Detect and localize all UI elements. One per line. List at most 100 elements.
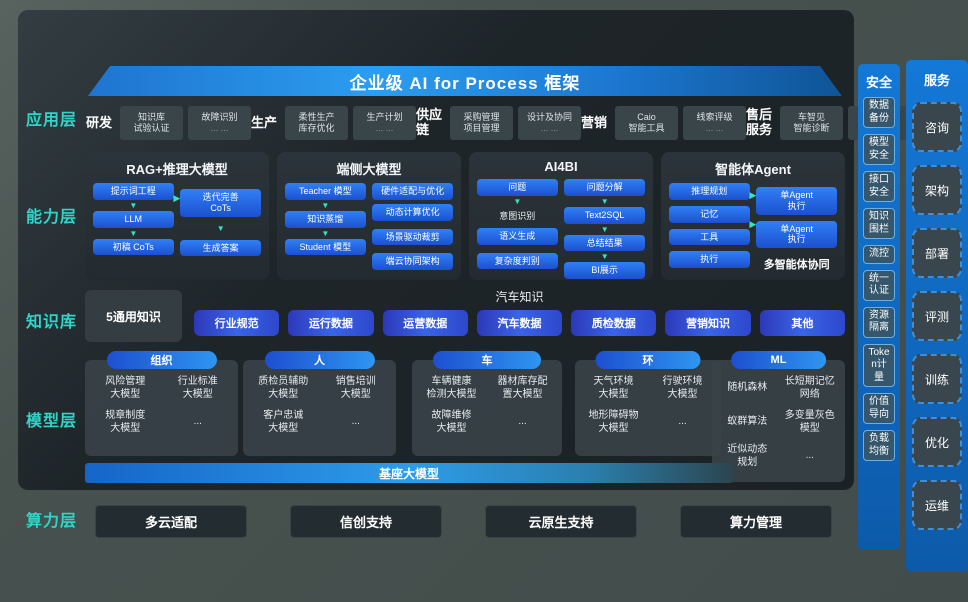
model-item: 器材库存配 置大模型 (497, 376, 548, 400)
app-group-label: 营销 (581, 114, 608, 130)
layer-label-knowledge: 知识库 (26, 314, 78, 331)
knowledge-pill: 行业规范 (194, 310, 280, 336)
model-item: 随机森林 (727, 382, 768, 394)
flow-step: Text2SQL (564, 206, 645, 224)
foundation-model-bar: 基座大模型 (85, 463, 733, 483)
security-sidebar-title: 安全 (865, 75, 892, 90)
flow-step: 单Agent 执行 (756, 220, 837, 249)
flow-step: 推理规划 (669, 183, 750, 200)
model-item: 近似动态 规划 (727, 444, 768, 468)
framework-title-banner: 企业级 AI for Process 框架 (88, 66, 842, 96)
app-group-supply-chain: 供应链 采购管理 项目管理 设计及协同 ... ... (416, 106, 581, 140)
arrow-right-icon: ▶ (749, 190, 757, 201)
flow-step: 初稿 CoTs (93, 238, 174, 256)
arrow-down-icon: ▼ (321, 228, 330, 238)
model-group-ml: ML 随机森林 长短期记忆 网络 蚁群算法 多变量灰色 模型 近似动态 规划 .… (712, 351, 845, 482)
capability-box-title: 端侧大模型 (336, 162, 402, 177)
app-box: 故障识别 ... ... (188, 106, 251, 140)
layer-label-application: 应用层 (26, 112, 78, 129)
flow-step-text: 意图识别 (499, 210, 536, 221)
model-item: 风险管理 大模型 (105, 376, 146, 400)
security-item: 模型安全 (863, 134, 895, 165)
knowledge-pill: 营销知识 (665, 310, 751, 336)
app-box-text: ... ... (705, 122, 724, 133)
compute-box: 云原生支持 (485, 505, 637, 538)
arrow-down-icon: ▼ (129, 228, 138, 238)
compute-box: 多云适配 (95, 505, 247, 538)
flow-step: LLM (93, 210, 174, 228)
application-layer-row: 研发 知识库 试验认证 故障识别 ... ... 生产 柔性生产 库存优化 生产… (86, 100, 911, 146)
flow-step: 执行 (669, 251, 750, 269)
app-box: 柔性生产 库存优化 (285, 106, 348, 140)
flow-step: Student 模型 (285, 238, 366, 256)
app-box-text: 设计及协同 (526, 111, 572, 122)
flow-step: BI展示 (564, 262, 645, 280)
flow-step: 端云协同架构 (372, 253, 453, 271)
security-item: 知识围栏 (863, 208, 895, 239)
model-item: 规章制度 大模型 (105, 410, 146, 434)
security-item: Token计量 (863, 343, 895, 387)
app-box-text: 故障识别 (201, 111, 238, 122)
model-group-organization: 组织 风险管理 大模型 行业标准 大模型 规章制度 大模型 ... (85, 351, 238, 456)
model-group-pill: 环 (595, 351, 701, 369)
capability-box-title: RAG+推理大模型 (126, 162, 228, 177)
flow-step: 场景驱动裁剪 (372, 228, 453, 246)
auto-knowledge-box: 汽车知识 行业规范 运行数据 运营数据 汽车数据 质检数据 营销知识 其他 (194, 288, 845, 336)
service-item: 训练 (912, 354, 962, 404)
app-box-text: 项目管理 (463, 122, 500, 133)
app-box: Caio 智能工具 (615, 106, 678, 140)
app-group-marketing: 营销 Caio 智能工具 线索评级 ... ... (581, 106, 746, 140)
knowledge-pill: 质检数据 (571, 310, 657, 336)
flow-step: 语义生成 (477, 227, 558, 245)
model-item: ... (678, 416, 687, 428)
compute-box: 信创支持 (290, 505, 442, 538)
app-box: 生产计划 ... ... (353, 106, 416, 140)
model-group-pill: 人 (264, 351, 375, 369)
auto-knowledge-title: 汽车知识 (495, 290, 544, 304)
app-box-text: 库存优化 (298, 122, 335, 133)
model-item: 销售培训 大模型 (335, 376, 376, 400)
app-box-text: ... ... (540, 122, 559, 133)
model-group-vehicle: 车 车辆健康 检测大模型 器材库存配 置大模型 故障维修 大模型 ... (412, 351, 562, 456)
app-box-text: 采购管理 (463, 111, 500, 122)
compute-layer-row: 多云适配 信创支持 云原生支持 算力管理 (95, 505, 832, 538)
app-box-text: 线索评级 (696, 111, 733, 122)
app-box-text: Caio (637, 111, 656, 122)
services-sidebar-title: 服务 (923, 73, 950, 88)
app-group-rnd: 研发 知识库 试验认证 故障识别 ... ... (86, 106, 251, 140)
flow-step: 记忆 (669, 205, 750, 223)
service-item: 评测 (912, 291, 962, 341)
arrow-right-icon: ▶ (173, 192, 181, 203)
security-item: 价值导向 (863, 393, 895, 424)
general-knowledge-box: 5通用知识 (85, 290, 182, 342)
app-group-label: 供应链 (416, 107, 443, 137)
service-item: 优化 (912, 417, 962, 467)
app-box-text: ... ... (375, 122, 394, 133)
flow-step: Teacher 模型 (285, 183, 366, 200)
model-item: 质检员辅助 大模型 (258, 376, 309, 400)
app-box-text: 车智见 (797, 111, 825, 122)
capability-box-rag: RAG+推理大模型 提示词工程 ▼ LLM ▼ 初稿 CoTs 迭代完善 CoT… (85, 152, 269, 280)
flow-step: 工具 (669, 228, 750, 246)
model-item: 天气环境 大模型 (593, 376, 634, 400)
arrow-down-icon: ▼ (216, 223, 225, 233)
capability-box-ai4bi: AI4BI 问题 ▼ 意图识别 语义生成 复杂度判别 问题分解 ▼ Text2S… (469, 152, 653, 280)
flow-step: 提示词工程 (93, 183, 174, 200)
app-group-label: 生产 (251, 114, 278, 130)
model-item: 故障维修 大模型 (431, 410, 472, 434)
app-box: 设计及协同 ... ... (518, 106, 581, 140)
capability-layer-row: RAG+推理大模型 提示词工程 ▼ LLM ▼ 初稿 CoTs 迭代完善 CoT… (85, 152, 845, 280)
knowledge-pill: 汽车数据 (476, 310, 563, 336)
security-sidebar: 安全 数据备份 模型安全 接口安全 知识围栏 流控 统一认证 资源隔离 Toke… (858, 64, 900, 550)
model-group-pill: ML (730, 351, 827, 369)
model-item: 蚁群算法 (727, 416, 768, 428)
app-box-text: 试验认证 (133, 122, 170, 133)
knowledge-pill: 运营数据 (382, 310, 468, 336)
arrow-down-icon: ▼ (600, 252, 609, 262)
app-box: 采购管理 项目管理 (450, 106, 513, 140)
flow-step: 复杂度判别 (477, 252, 558, 270)
model-group-environment: 环 天气环境 大模型 行驶环境 大模型 地形障碍物 大模型 ... (575, 351, 721, 456)
model-item: 行驶环境 大模型 (662, 376, 703, 400)
model-item: 多变量灰色 模型 (784, 410, 835, 434)
arrow-down-icon: ▼ (600, 224, 609, 234)
